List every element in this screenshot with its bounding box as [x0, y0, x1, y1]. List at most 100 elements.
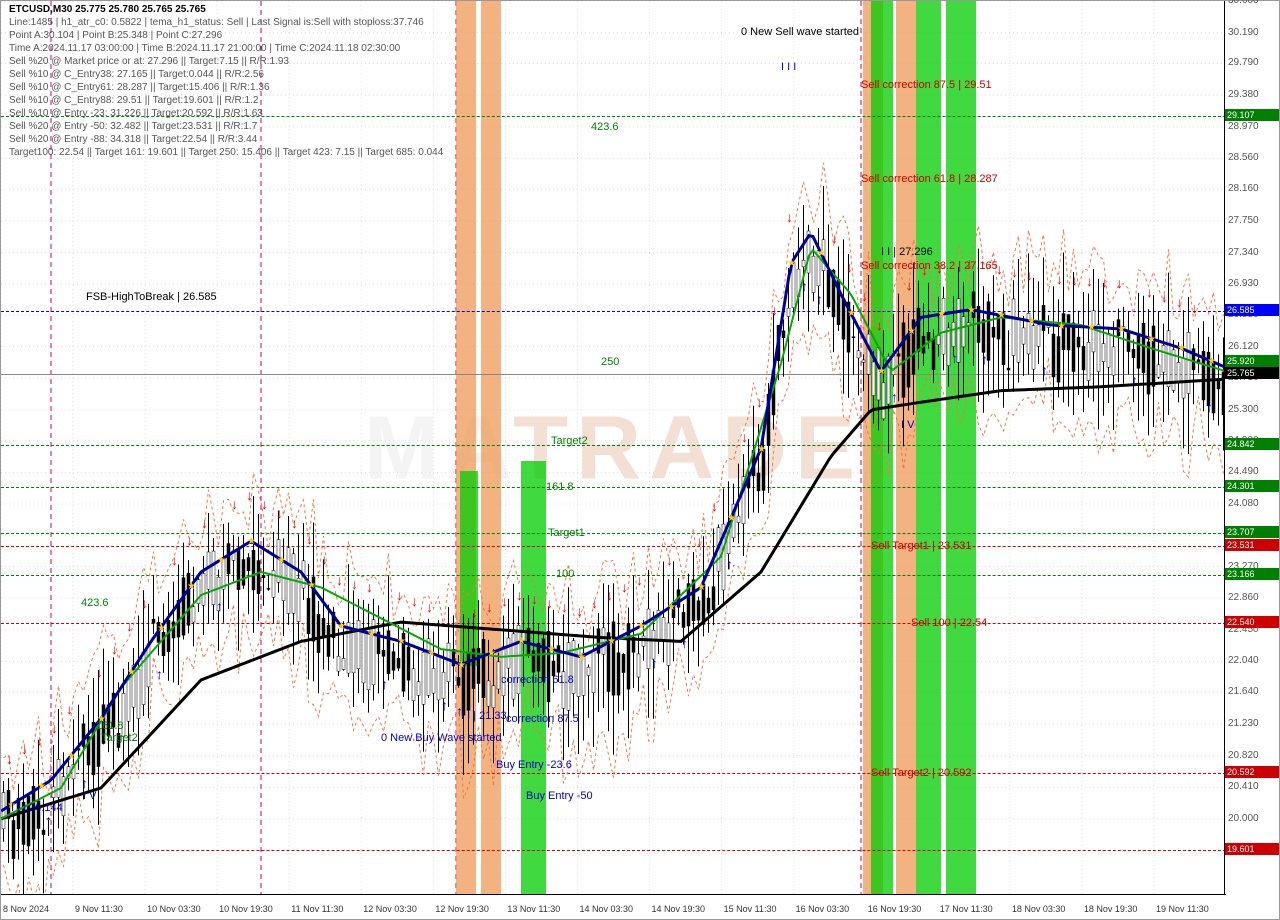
star-icon: ★ [757, 444, 766, 455]
watermark: MATRADE [364, 397, 863, 500]
y-tick: 20.000 [1228, 813, 1259, 824]
y-axis: 30.60030.19029.79029.38028.97028.56028.1… [1224, 1, 1279, 896]
down-arrow-icon: ↓ [471, 604, 478, 620]
star-icon: ★ [727, 513, 736, 524]
up-arrow-icon: ↑ [816, 291, 823, 307]
star-icon: ★ [67, 751, 76, 762]
info-line: Sell %10 @ Entry -23: 31.226 || Target:2… [9, 108, 263, 119]
info-line: Sell %10 @ C_Entry88: 29.51 || Target:19… [9, 95, 258, 106]
down-arrow-icon: ↓ [786, 209, 793, 225]
down-arrow-icon: ↓ [606, 587, 613, 603]
annotation: I I I [781, 61, 796, 73]
down-arrow-icon: ↓ [51, 720, 58, 736]
star-icon: ★ [637, 621, 646, 632]
y-tick: 22.040 [1228, 655, 1259, 666]
up-arrow-icon: ↑ [381, 676, 388, 692]
down-arrow-icon: ↓ [741, 429, 748, 445]
zone-bar [946, 1, 976, 896]
y-tick: 20.820 [1228, 750, 1259, 761]
y-tick: 29.790 [1228, 57, 1259, 68]
x-tick: 17 Nov 11:30 [940, 904, 993, 914]
x-tick: 16 Nov 03:30 [796, 904, 850, 914]
annotation: Target2 [551, 435, 588, 447]
star-icon: ★ [427, 648, 436, 659]
down-arrow-icon: ↓ [576, 603, 583, 619]
down-arrow-icon: ↓ [666, 552, 673, 568]
annotation: 0 New Buy Wave started [381, 732, 502, 744]
annotation: correction 61.8 [501, 674, 574, 686]
annotation: I V [901, 419, 914, 431]
down-arrow-icon: ↓ [486, 599, 493, 615]
down-arrow-icon: ↓ [36, 732, 43, 748]
star-icon: ★ [667, 602, 676, 613]
zone-bar [871, 1, 893, 896]
down-arrow-icon: ↓ [366, 579, 373, 595]
down-arrow-icon: ↓ [306, 531, 313, 547]
price-tag: 26.585 [1225, 304, 1279, 316]
y-tick: 21.640 [1228, 686, 1259, 697]
y-tick: 28.560 [1228, 152, 1259, 163]
down-arrow-icon: ↓ [1011, 264, 1018, 280]
annotation: I I | 27.296 [881, 246, 933, 258]
annotation: Target2 [101, 732, 138, 744]
y-tick: 24.490 [1228, 466, 1259, 477]
down-arrow-icon: ↓ [1116, 275, 1123, 291]
down-arrow-icon: ↓ [411, 593, 418, 609]
annotation: I V [83, 790, 96, 802]
up-arrow-icon: ↑ [156, 666, 163, 682]
x-tick: 18 Nov 19:30 [1084, 904, 1138, 914]
x-tick: 10 Nov 19:30 [219, 904, 273, 914]
hline [1, 487, 1226, 488]
up-arrow-icon: ↑ [681, 635, 688, 651]
x-tick: 8 Nov 2024 [3, 904, 49, 914]
x-tick: 16 Nov 19:30 [868, 904, 922, 914]
star-icon: ★ [1117, 324, 1126, 335]
hline [1, 773, 1226, 774]
down-arrow-icon: ↓ [906, 277, 913, 293]
y-tick: 27.340 [1228, 247, 1259, 258]
chart-title: ETCUSD,M30 25.775 25.780 25.765 25.765 [9, 4, 206, 15]
y-tick: 27.750 [1228, 215, 1259, 226]
y-tick: 30.190 [1228, 27, 1259, 38]
info-line: Point A:30.104 | Point B:25.348 | Point … [9, 30, 222, 41]
price-tag: 22.540 [1225, 616, 1279, 628]
y-tick: 22.860 [1228, 592, 1259, 603]
info-line: Sell %10 @ C_Entry61: 28.287 || Target:1… [9, 82, 270, 93]
star-icon: ★ [787, 258, 796, 269]
down-arrow-icon: ↓ [261, 496, 268, 512]
down-arrow-icon: ↓ [1056, 271, 1063, 287]
down-arrow-icon: ↓ [336, 572, 343, 588]
down-arrow-icon: ↓ [21, 741, 28, 757]
down-arrow-icon: ↓ [1161, 289, 1168, 305]
star-icon: ★ [1057, 321, 1066, 332]
star-icon: ★ [1207, 356, 1216, 367]
down-arrow-icon: ↓ [276, 505, 283, 521]
price-tag: 29.107 [1225, 109, 1279, 121]
down-arrow-icon: ↓ [111, 641, 118, 657]
annotation: Sell Target2 | 20.592 [871, 767, 972, 779]
star-icon: ★ [307, 580, 316, 591]
y-tick: 28.970 [1228, 121, 1259, 132]
star-icon: ★ [1087, 322, 1096, 333]
price-tag: 25.920 [1225, 355, 1279, 367]
star-icon: ★ [487, 648, 496, 659]
price-tag: 24.301 [1225, 480, 1279, 492]
star-icon: ★ [397, 636, 406, 647]
x-tick: 19 Nov 11:30 [1156, 904, 1209, 914]
annotation: 0 New Sell wave started [741, 26, 859, 38]
star-icon: ★ [457, 660, 466, 671]
annotation: Sell 100 | 22.54 [911, 617, 987, 629]
up-arrow-icon: ↑ [801, 278, 808, 294]
up-arrow-icon: ↑ [1041, 362, 1048, 378]
star-icon: ★ [547, 644, 556, 655]
up-arrow-icon: ↑ [951, 350, 958, 366]
star-icon: ★ [907, 326, 916, 337]
price-tag: 23.166 [1225, 568, 1279, 580]
down-arrow-icon: ↓ [291, 515, 298, 531]
star-icon: ★ [877, 366, 886, 377]
star-icon: ★ [127, 667, 136, 678]
star-icon: ★ [157, 623, 166, 634]
down-arrow-icon: ↓ [771, 302, 778, 318]
info-line: Sell %20 @ Entry -50: 32.482 || Target:2… [9, 121, 257, 132]
chart-plot-area[interactable]: MATRADE ↓ ★ ↓ ↓ ★ ↓ ↓ ★ ↑ ↓ ★ ↓ ↓ ★ ↓ ↑ ★ ↓ ↓ ★ ↓ ↑ ★ ↓ ↓ ★ ↓ ↓ ★ ↓ ↓ ★… [1, 1, 1226, 896]
